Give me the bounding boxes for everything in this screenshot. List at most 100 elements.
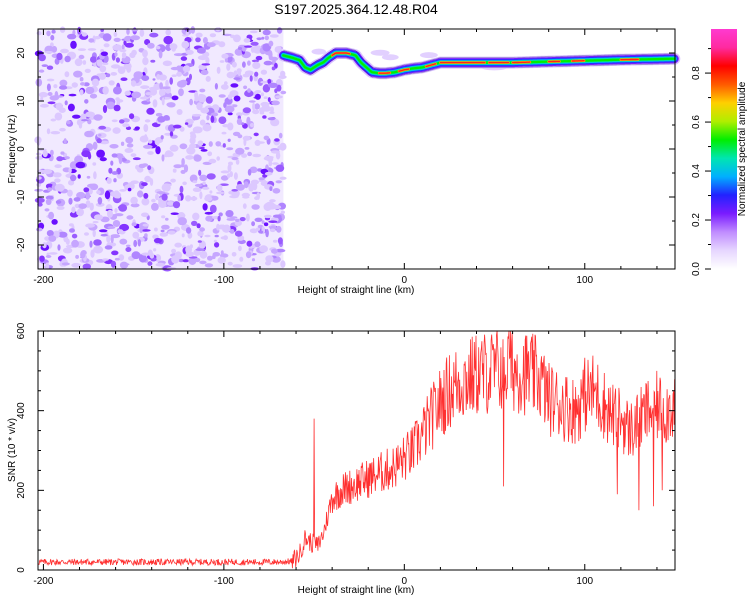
noise-speckle xyxy=(151,198,156,203)
noise-speckle xyxy=(111,153,118,158)
noise-speckle xyxy=(119,238,128,245)
noise-speckle xyxy=(68,179,75,186)
noise-speckle xyxy=(152,78,156,81)
noise-speckle xyxy=(102,105,108,113)
noise-speckle xyxy=(233,95,241,102)
noise-speckle xyxy=(113,37,121,43)
noise-speckle xyxy=(68,93,77,97)
noise-speckle xyxy=(102,86,109,95)
noise-speckle xyxy=(141,182,148,187)
noise-speckle xyxy=(119,49,127,53)
noise-speckle xyxy=(255,141,265,144)
noise-speckle xyxy=(92,220,99,224)
noise-speckle xyxy=(83,82,90,87)
noise-speckle xyxy=(225,210,234,218)
noise-speckle xyxy=(242,107,251,114)
noise-speckle xyxy=(86,175,91,179)
noise-speckle xyxy=(229,195,239,199)
noise-speckle xyxy=(90,56,97,63)
noise-speckle xyxy=(278,132,283,139)
noise-speckle xyxy=(205,96,213,104)
noise-speckle xyxy=(90,249,95,258)
noise-speckle xyxy=(104,245,113,250)
noise-speckle xyxy=(183,164,189,173)
noise-speckle xyxy=(249,123,255,128)
figure-title: S197.2025.364.12.48.R04 xyxy=(274,1,438,17)
noise-speckle xyxy=(226,147,234,151)
noise-speckle xyxy=(167,230,176,235)
noise-speckle xyxy=(113,104,121,112)
noise-speckle xyxy=(200,69,209,76)
noise-speckle xyxy=(121,44,125,51)
noise-speckle xyxy=(195,37,201,43)
noise-speckle xyxy=(170,178,176,183)
noise-speckle xyxy=(100,233,108,237)
noise-speckle xyxy=(103,43,110,48)
noise-speckle xyxy=(275,164,285,172)
noise-speckle xyxy=(247,151,253,157)
noise-speckle xyxy=(179,185,184,194)
noise-speckle xyxy=(49,95,60,101)
noise-speckle xyxy=(278,75,287,79)
noise-speckle xyxy=(198,169,202,176)
noise-speckle xyxy=(260,92,264,97)
noise-speckle xyxy=(189,73,192,81)
noise-speckle xyxy=(78,54,85,60)
noise-speckle xyxy=(92,141,98,150)
y-tick-label: -20 xyxy=(16,237,27,252)
noise-speckle xyxy=(104,190,111,200)
noise-speckle xyxy=(199,191,203,200)
noise-speckle xyxy=(67,33,77,40)
noise-speckle xyxy=(237,134,243,139)
noise-speckle xyxy=(191,113,202,117)
noise-speckle xyxy=(172,201,181,209)
noise-speckle xyxy=(108,167,113,174)
noise-speckle xyxy=(173,124,182,129)
noise-speckle xyxy=(200,149,208,152)
noise-speckle xyxy=(234,48,244,56)
noise-speckle xyxy=(202,203,208,211)
noise-speckle xyxy=(246,240,253,247)
noise-speckle xyxy=(219,60,225,63)
noise-speckle xyxy=(143,192,149,199)
noise-speckle xyxy=(67,189,73,197)
noise-speckle xyxy=(54,164,62,169)
noise-speckle xyxy=(244,45,253,48)
noise-speckle xyxy=(181,40,190,49)
noise-speckle xyxy=(272,162,279,165)
noise-speckle xyxy=(276,27,283,34)
noise-speckle xyxy=(42,168,53,175)
noise-speckle xyxy=(51,219,58,225)
ridge-halo xyxy=(370,49,390,56)
noise-speckle xyxy=(274,88,278,94)
noise-speckle xyxy=(148,139,153,144)
noise-speckle xyxy=(231,156,239,161)
noise-speckle xyxy=(95,202,105,207)
noise-speckle xyxy=(165,217,169,221)
noise-speckle xyxy=(271,66,276,71)
noise-speckle xyxy=(126,143,134,148)
noise-speckle xyxy=(74,155,84,164)
noise-speckle xyxy=(276,225,282,233)
noise-speckle xyxy=(134,126,140,130)
ridge-edge xyxy=(283,47,675,69)
noise-speckle xyxy=(159,82,164,90)
noise-speckle xyxy=(48,211,55,220)
noise-speckle xyxy=(54,112,63,121)
noise-speckle xyxy=(269,228,276,233)
noise-speckle xyxy=(190,133,197,140)
snr-series xyxy=(37,330,675,569)
noise-speckle xyxy=(267,117,276,121)
noise-speckle xyxy=(56,156,64,162)
noise-speckle xyxy=(241,192,250,198)
noise-speckle xyxy=(56,205,65,210)
noise-speckle xyxy=(270,106,274,113)
noise-speckle xyxy=(254,103,260,110)
noise-speckle xyxy=(197,240,202,243)
noise-speckle xyxy=(181,233,185,238)
x-tick-label: 100 xyxy=(576,576,593,587)
noise-speckle xyxy=(131,49,137,56)
noise-speckle xyxy=(237,69,242,77)
noise-speckle xyxy=(202,181,206,186)
